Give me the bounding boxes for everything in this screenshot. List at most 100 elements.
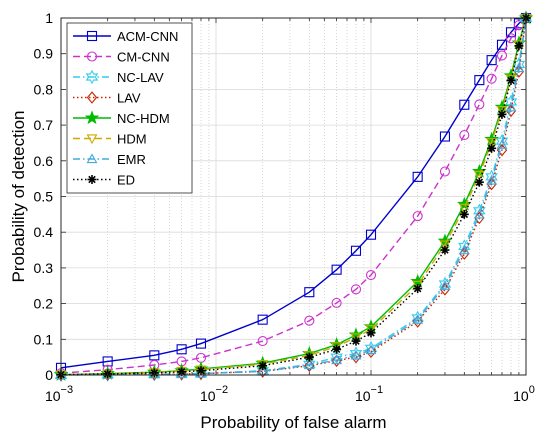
data-point [413, 284, 423, 294]
legend-label: ED [117, 173, 135, 188]
data-point [149, 350, 160, 361]
legend-label: HDM [117, 132, 147, 147]
data-point [485, 169, 498, 185]
y-tick-label: 0 [45, 367, 53, 383]
legend-item: NC-HDM [73, 110, 170, 126]
data-point [496, 105, 508, 116]
data-point [195, 338, 207, 349]
data-point [257, 336, 268, 347]
legend-box [66, 22, 193, 194]
data-point [84, 110, 100, 125]
data-point [513, 62, 525, 73]
legend-item: CM-CNN [73, 50, 170, 65]
data-point [257, 314, 268, 325]
data-point [331, 264, 342, 275]
legend-item: NC-LAV [73, 69, 164, 85]
y-tick-label: 0.3 [34, 260, 54, 276]
data-point [303, 359, 315, 370]
x-tick-label: 10−2 [200, 384, 228, 404]
legend-item: ACM-CNN [73, 29, 178, 44]
data-point [459, 130, 470, 141]
axis-ticks [60, 17, 527, 376]
data-point [177, 367, 187, 377]
data-point [86, 51, 98, 62]
legend-label: NC-HDM [117, 111, 170, 126]
legend-label: NC-LAV [117, 70, 164, 85]
legend-label: LAV [117, 91, 141, 106]
data-point [486, 55, 497, 66]
data-point [365, 344, 377, 355]
data-point [349, 346, 363, 361]
data-point [350, 284, 362, 295]
data-point [474, 75, 485, 86]
data-point [86, 153, 98, 164]
data-point [496, 139, 508, 149]
data-point [505, 101, 517, 112]
y-tick-label: 0.5 [34, 189, 54, 205]
data-point [176, 344, 187, 355]
data-point [304, 287, 315, 298]
data-point [365, 269, 377, 281]
data-point [85, 69, 99, 85]
y-tick-label: 0.4 [34, 224, 54, 240]
data-point [412, 314, 424, 324]
data-point [505, 27, 517, 38]
data-point [473, 170, 485, 181]
y-tick-label: 1 [45, 10, 53, 26]
data-point [459, 209, 469, 219]
data-point [365, 229, 377, 240]
series-line [60, 17, 527, 374]
legend: ACM-CNN CM-CNN NC-LAV LAV NC-HDM HDM EMR ED [66, 22, 193, 194]
data-point [457, 196, 472, 211]
data-point [439, 280, 451, 290]
data-point [257, 365, 268, 378]
data-point [458, 203, 470, 214]
data-point [486, 73, 497, 84]
data-point [366, 328, 376, 338]
data-point [458, 239, 471, 254]
data-point [506, 75, 516, 85]
y-tick-label: 0.8 [34, 81, 54, 97]
data-point [496, 50, 508, 61]
data-point [487, 143, 497, 153]
data-point [304, 352, 314, 362]
data-point [474, 99, 485, 110]
tick-labels: 0 0.1 0.2 0.3 0.4 0.5 0.6 0.7 0.8 0.9 1 10−3 10−2 10−… [34, 10, 535, 404]
data-point [351, 336, 361, 346]
data-point [350, 349, 362, 360]
data-point [458, 244, 470, 255]
data-point [148, 368, 160, 379]
legend-item: EMR [73, 152, 146, 167]
y-tick-label: 0.9 [34, 46, 54, 62]
data-point [486, 174, 498, 185]
data-point [331, 297, 342, 308]
data-point [439, 131, 451, 142]
data-point [331, 354, 343, 365]
legend-item: LAV [73, 91, 141, 106]
data-point [496, 39, 508, 50]
data-point [473, 203, 486, 219]
data-point [364, 340, 378, 356]
data-point [412, 211, 423, 222]
data-point [412, 171, 423, 182]
legend-label: EMR [117, 152, 146, 167]
data-point [473, 208, 485, 219]
data-point [439, 166, 451, 177]
y-tick-label: 0.7 [34, 117, 54, 133]
data-point [474, 177, 484, 187]
data-point [350, 245, 362, 256]
data-point [86, 30, 98, 42]
series-line [60, 17, 527, 369]
data-point [86, 134, 98, 145]
y-axis-title: Probability of detection [9, 111, 28, 283]
data-point [304, 315, 315, 326]
data-point [258, 361, 268, 371]
y-tick-label: 0.1 [34, 331, 54, 347]
x-tick-label: 100 [513, 384, 535, 404]
data-point [505, 33, 517, 44]
x-axis-title: Probability of false alarm [200, 413, 386, 432]
legend-item: HDM [73, 132, 147, 147]
y-tick-label: 0.2 [34, 296, 54, 312]
y-tick-label: 0.6 [34, 153, 54, 169]
